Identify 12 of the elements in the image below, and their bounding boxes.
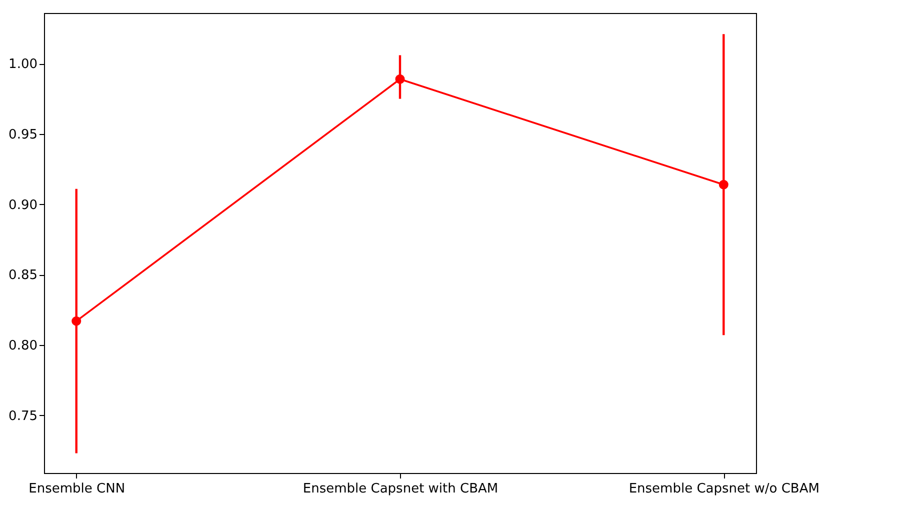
y-tick-label: 0.90 [8,198,38,213]
y-tick-label: 0.95 [8,127,38,142]
y-tick-label: 0.75 [8,408,38,424]
x-tick-label: Ensemble CNN [28,482,126,496]
x-tick-label: Ensemble Capsnet w/o CBAM [628,482,820,496]
y-tick-label: 1.00 [8,57,38,72]
point [395,74,405,84]
y-tick-label: 0.80 [8,338,38,354]
x-tick-label: Ensemble Capsnet with CBAM [302,482,498,496]
point [718,180,728,190]
point [72,316,82,326]
y-tick-label: 0.85 [8,268,38,284]
